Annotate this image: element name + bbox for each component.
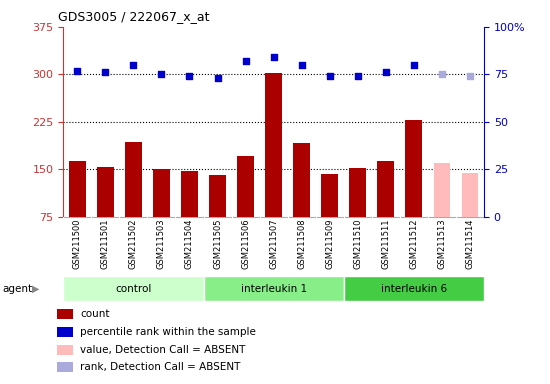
- Bar: [377, 161, 394, 217]
- Text: interleukin 1: interleukin 1: [240, 284, 307, 294]
- Text: GSM211503: GSM211503: [157, 219, 166, 269]
- Text: GSM211502: GSM211502: [129, 219, 138, 269]
- Bar: [349, 168, 366, 217]
- Text: agent: agent: [3, 284, 33, 294]
- Bar: [57, 309, 73, 319]
- Bar: [57, 362, 73, 372]
- Point: [185, 73, 194, 79]
- Bar: [204, 276, 344, 301]
- Point: [326, 73, 334, 79]
- Text: interleukin 6: interleukin 6: [381, 284, 447, 294]
- Bar: [57, 327, 73, 337]
- Bar: [209, 175, 226, 217]
- Text: GSM211514: GSM211514: [465, 219, 475, 269]
- Point: [438, 71, 447, 78]
- Bar: [293, 143, 310, 217]
- Text: ▶: ▶: [32, 284, 40, 294]
- Point: [129, 62, 138, 68]
- Bar: [237, 156, 254, 217]
- Text: control: control: [115, 284, 152, 294]
- Bar: [433, 163, 450, 217]
- Text: GSM211500: GSM211500: [73, 219, 82, 269]
- Point: [73, 68, 82, 74]
- Text: GSM211505: GSM211505: [213, 219, 222, 269]
- Text: GDS3005 / 222067_x_at: GDS3005 / 222067_x_at: [58, 10, 209, 23]
- Bar: [153, 169, 170, 217]
- Bar: [461, 173, 478, 217]
- Point: [241, 58, 250, 64]
- Bar: [125, 142, 142, 217]
- Point: [297, 62, 306, 68]
- Bar: [265, 73, 282, 217]
- Text: GSM211512: GSM211512: [409, 219, 419, 269]
- Bar: [344, 276, 484, 301]
- Point: [157, 71, 166, 78]
- Text: GSM211501: GSM211501: [101, 219, 110, 269]
- Bar: [97, 167, 114, 217]
- Point: [409, 62, 418, 68]
- Point: [382, 70, 390, 76]
- Bar: [69, 161, 86, 217]
- Bar: [57, 345, 73, 355]
- Text: GSM211508: GSM211508: [297, 219, 306, 269]
- Point: [465, 73, 474, 79]
- Bar: [181, 171, 198, 217]
- Text: count: count: [80, 309, 110, 319]
- Point: [101, 70, 110, 76]
- Text: GSM211513: GSM211513: [437, 219, 447, 269]
- Text: GSM211509: GSM211509: [325, 219, 334, 269]
- Text: rank, Detection Call = ABSENT: rank, Detection Call = ABSENT: [80, 362, 241, 372]
- Text: GSM211511: GSM211511: [381, 219, 390, 269]
- Text: GSM211506: GSM211506: [241, 219, 250, 269]
- Text: value, Detection Call = ABSENT: value, Detection Call = ABSENT: [80, 345, 246, 355]
- Bar: [63, 276, 204, 301]
- Bar: [405, 120, 422, 217]
- Text: GSM211510: GSM211510: [353, 219, 362, 269]
- Point: [213, 75, 222, 81]
- Text: GSM211507: GSM211507: [269, 219, 278, 269]
- Text: percentile rank within the sample: percentile rank within the sample: [80, 327, 256, 337]
- Point: [353, 73, 362, 79]
- Text: GSM211504: GSM211504: [185, 219, 194, 269]
- Point: [270, 54, 278, 60]
- Bar: [321, 174, 338, 217]
